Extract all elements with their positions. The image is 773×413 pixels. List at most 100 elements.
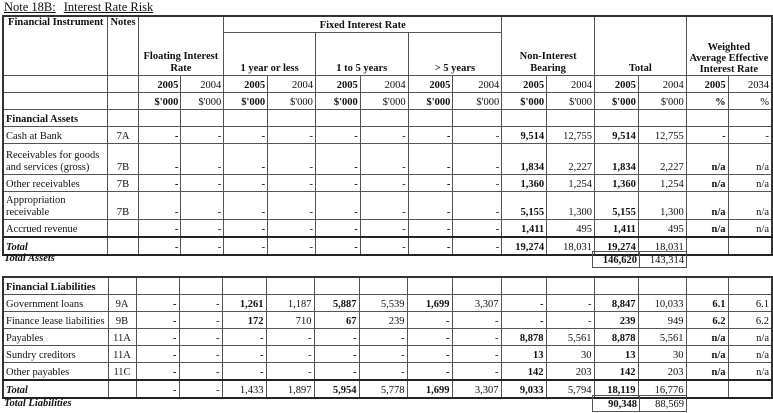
value-cell: - bbox=[178, 294, 223, 312]
value-cell: - bbox=[452, 126, 503, 144]
row-note: 7A bbox=[107, 126, 139, 144]
total-row: Total - - - - - - - -19,274 18,031 19,274 18,031 bbox=[2, 236, 773, 256]
value-cell: - bbox=[180, 191, 225, 220]
value-cell: - bbox=[358, 362, 408, 381]
total-value: 18,031 bbox=[546, 236, 595, 256]
empty-cell bbox=[452, 109, 503, 127]
header-unit: % bbox=[685, 92, 729, 110]
value-cell: - bbox=[265, 328, 315, 346]
value-cell: 239 bbox=[593, 311, 639, 329]
empty-cell bbox=[406, 276, 453, 295]
row-note: 7B bbox=[107, 143, 139, 175]
value-cell: - bbox=[221, 328, 267, 346]
value-cell: 5,887 bbox=[313, 294, 360, 312]
header-unit: % bbox=[727, 92, 773, 110]
section-heading: Financial Liabilities bbox=[2, 276, 109, 295]
total-liabilities-2004: 88,569 bbox=[639, 395, 687, 412]
value-cell: - bbox=[406, 362, 453, 381]
total-value: - bbox=[267, 236, 316, 256]
value-cell: 1,300 bbox=[637, 191, 687, 220]
value-cell: - bbox=[359, 191, 409, 220]
value-cell: - bbox=[178, 345, 223, 363]
empty-cell bbox=[107, 276, 137, 295]
value-cell: - bbox=[221, 345, 267, 363]
value-cell: - bbox=[265, 362, 315, 381]
header-year: 2004 bbox=[452, 75, 503, 93]
value-cell: 10,033 bbox=[637, 294, 687, 312]
row-note: 11C bbox=[107, 362, 137, 381]
table-row: Accrued revenue - - - - - - - -1,411 495 1,411 495 n… bbox=[2, 219, 773, 238]
table-row: Receivables for goods and services (gros… bbox=[2, 143, 773, 175]
row-label: Other receivables bbox=[2, 174, 109, 192]
header-notes: Notes bbox=[107, 15, 139, 76]
empty-cell bbox=[265, 276, 315, 295]
value-cell: - bbox=[314, 126, 361, 144]
value-cell: - bbox=[358, 328, 408, 346]
header-year: 2005 bbox=[223, 75, 269, 93]
total-value: - bbox=[180, 236, 225, 256]
value-cell: - bbox=[180, 219, 225, 238]
empty-cell bbox=[500, 276, 547, 295]
value-cell: 2,227 bbox=[637, 143, 687, 175]
note-number: Note 18B: bbox=[4, 0, 56, 14]
value-cell: - bbox=[500, 311, 547, 329]
value-cell: n/a bbox=[685, 191, 729, 220]
value-cell: - bbox=[135, 362, 180, 381]
header-year: 2005 bbox=[314, 75, 361, 93]
header-unit: $'000 bbox=[223, 92, 269, 110]
table-row: Cash at Bank 7A - - - - - - - -9,514 12,755 9,514 12… bbox=[2, 126, 773, 144]
total-value bbox=[727, 379, 773, 399]
value-cell: - bbox=[267, 219, 316, 238]
value-cell: n/a bbox=[727, 328, 773, 346]
note-title: Note 18B: Interest Rate Risk bbox=[4, 0, 161, 15]
value-cell: 142 bbox=[593, 362, 639, 381]
assets-table: Financial Instrument Notes Floating Inte… bbox=[2, 15, 773, 256]
empty-cell bbox=[593, 109, 639, 127]
header-blank bbox=[2, 75, 109, 93]
header-unit: $'000 bbox=[593, 92, 639, 110]
value-cell: - bbox=[267, 191, 316, 220]
value-cell: - bbox=[314, 143, 361, 175]
value-cell: - bbox=[267, 126, 316, 144]
value-cell: 2,227 bbox=[546, 143, 595, 175]
value-cell: 6.1 bbox=[727, 294, 773, 312]
value-cell: - bbox=[180, 143, 225, 175]
header-year: 2004 bbox=[546, 75, 595, 93]
empty-cell bbox=[407, 109, 454, 127]
value-cell: 12,755 bbox=[546, 126, 595, 144]
total-value: 9,033 bbox=[500, 379, 547, 399]
header-unit: $'000 bbox=[546, 92, 595, 110]
header-instrument: Financial Instrument bbox=[2, 15, 109, 76]
value-cell: 5,155 bbox=[501, 191, 548, 220]
value-cell: - bbox=[451, 328, 502, 346]
empty-cell bbox=[451, 276, 502, 295]
value-cell: - bbox=[406, 311, 453, 329]
empty-cell bbox=[313, 276, 360, 295]
row-label: Payables bbox=[2, 328, 109, 346]
value-cell: 1,411 bbox=[501, 219, 548, 238]
total-value: - bbox=[452, 236, 503, 256]
value-cell: - bbox=[407, 143, 454, 175]
total-row: Total - -1,433 1,897 5,954 5,778 1,699 3,307 9,0… bbox=[2, 379, 773, 399]
header-year: 2004 bbox=[637, 75, 687, 93]
total-value: 5,954 bbox=[313, 379, 360, 399]
header-year: 2005 bbox=[137, 75, 182, 93]
empty-cell bbox=[221, 276, 267, 295]
empty-cell bbox=[137, 109, 182, 127]
value-cell: - bbox=[545, 311, 595, 329]
value-cell: n/a bbox=[727, 345, 773, 363]
header-year: 2034 bbox=[727, 75, 773, 93]
header-blank bbox=[2, 92, 109, 110]
total-label: Total bbox=[2, 379, 109, 399]
header-waeir: Weighted Average Effective Interest Rate bbox=[685, 15, 773, 76]
section-heading-row: Financial Assets bbox=[2, 109, 773, 127]
value-cell: 3,307 bbox=[451, 294, 502, 312]
row-note: 11A bbox=[107, 345, 137, 363]
value-cell: 1,187 bbox=[265, 294, 315, 312]
value-cell: - bbox=[178, 311, 223, 329]
value-cell: - bbox=[406, 345, 453, 363]
liabilities-table: Financial Liabilities Government loans 9A -… bbox=[2, 276, 773, 399]
value-cell: - bbox=[314, 174, 361, 192]
total-assets-2005: 146,620 bbox=[592, 251, 640, 268]
value-cell: 5,561 bbox=[637, 328, 687, 346]
